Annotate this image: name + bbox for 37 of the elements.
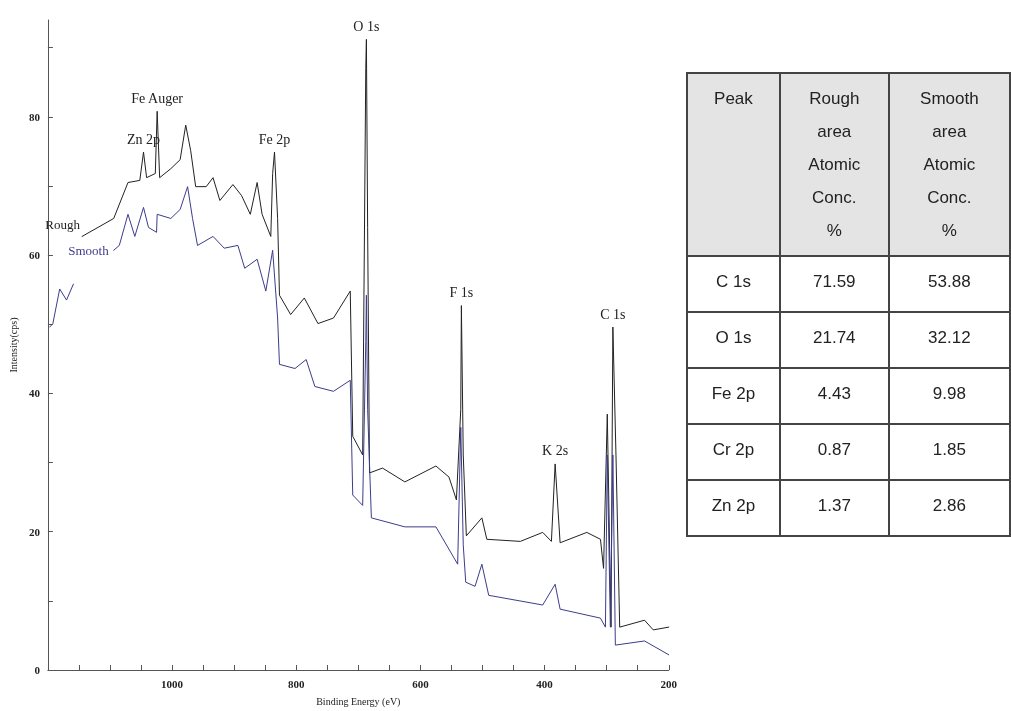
annotation: Fe 2p	[258, 131, 291, 147]
x-tick-label: 600	[412, 677, 430, 690]
x-tick-label: 800	[287, 677, 305, 690]
category-label: O 1s	[687, 312, 780, 368]
y-tick-label: 80	[28, 110, 41, 123]
y-tick-label: 0	[34, 664, 41, 676]
y-tick-label: 40	[28, 387, 41, 400]
x-tick-label: 200	[660, 677, 678, 690]
y-axis-title: Intensity(cps)	[7, 317, 20, 373]
series-label: Smooth	[68, 242, 110, 258]
annotation: K 2s	[542, 443, 569, 459]
x-tick-label: 400	[536, 677, 554, 690]
category-label: C 1s	[687, 256, 780, 312]
data-label: 21.74	[779, 312, 889, 368]
text: Smooth area Atomic Conc. %	[888, 73, 1010, 256]
data-label: 53.88	[888, 256, 1010, 312]
text: Rough area Atomic Conc. %	[779, 73, 889, 256]
data-label: 2.86	[888, 480, 1010, 536]
annotation: Fe Auger	[131, 90, 184, 106]
y-tick-label: 20	[28, 525, 41, 538]
y-tick-label: 60	[28, 249, 41, 262]
category-label: Fe 2p	[687, 368, 780, 424]
annotation: C 1s	[600, 306, 626, 322]
data-label: 71.59	[779, 256, 889, 312]
data-label: 4.43	[779, 368, 889, 424]
annotation: F 1s	[449, 285, 474, 301]
category-label: Cr 2p	[687, 424, 780, 480]
data-label: 9.98	[888, 368, 1010, 424]
data-label: 32.12	[888, 312, 1010, 368]
data-label: 1.37	[779, 480, 889, 536]
x-tick-label: 1000	[161, 677, 184, 690]
data-label: 1.85	[888, 424, 1010, 480]
text: Peak	[687, 73, 780, 256]
data-label: 0.87	[779, 424, 889, 480]
category-label: Zn 2p	[687, 480, 780, 536]
x-axis-title: Binding Energy (eV)	[316, 695, 401, 708]
annotation: O 1s	[353, 18, 380, 34]
